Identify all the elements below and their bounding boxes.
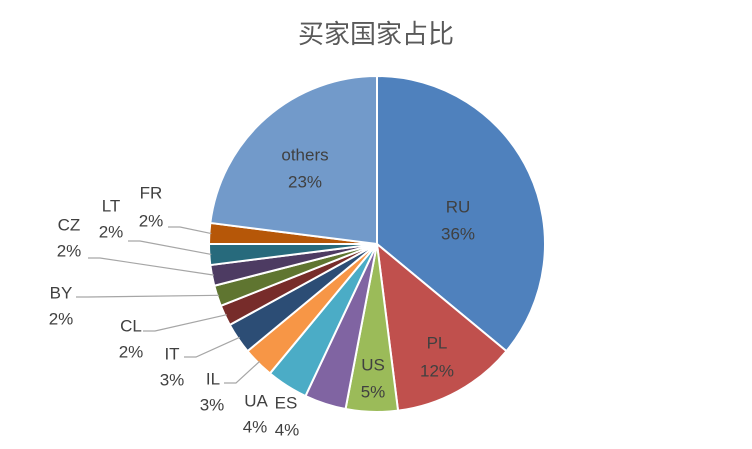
- slice-value: 12%: [420, 361, 454, 380]
- slice-label: others: [281, 145, 328, 164]
- slice-value: 3%: [160, 370, 185, 389]
- slice-value: 2%: [119, 342, 144, 361]
- slice-label: CL: [120, 316, 142, 335]
- slice-value: 5%: [361, 382, 386, 401]
- slice-label: BY: [50, 283, 73, 302]
- leader-line: [168, 226, 212, 235]
- leader-line: [143, 314, 227, 332]
- slice-label: UA: [244, 391, 268, 410]
- slice-value: 2%: [49, 309, 74, 328]
- slice-value: 2%: [99, 222, 124, 241]
- slice-value: 23%: [288, 172, 322, 191]
- slice-value: 4%: [243, 417, 268, 436]
- slice-label: PL: [427, 333, 448, 352]
- slice-label: LT: [102, 196, 121, 215]
- leader-line: [128, 240, 212, 256]
- slice-label: ES: [275, 393, 298, 412]
- slice-label: FR: [140, 183, 163, 202]
- leader-line: [224, 360, 261, 384]
- leader-line: [88, 257, 215, 276]
- slice-label: RU: [446, 197, 471, 216]
- slice-label: CZ: [58, 215, 81, 234]
- slice-value: 2%: [139, 211, 164, 230]
- slice-value: 2%: [57, 241, 82, 260]
- slice-value: 3%: [200, 395, 225, 414]
- slice-label: IT: [164, 344, 179, 363]
- leader-line: [184, 336, 240, 358]
- slice-value: 4%: [275, 420, 300, 439]
- slice-value: 36%: [441, 224, 475, 243]
- chart-title: 买家国家占比: [298, 19, 454, 49]
- slice-label: US: [361, 355, 385, 374]
- leader-line: [76, 294, 220, 298]
- pie-slice: [375, 241, 508, 412]
- pie-slice: [209, 74, 378, 246]
- pie-slice: [376, 74, 546, 353]
- slice-label: IL: [206, 369, 220, 388]
